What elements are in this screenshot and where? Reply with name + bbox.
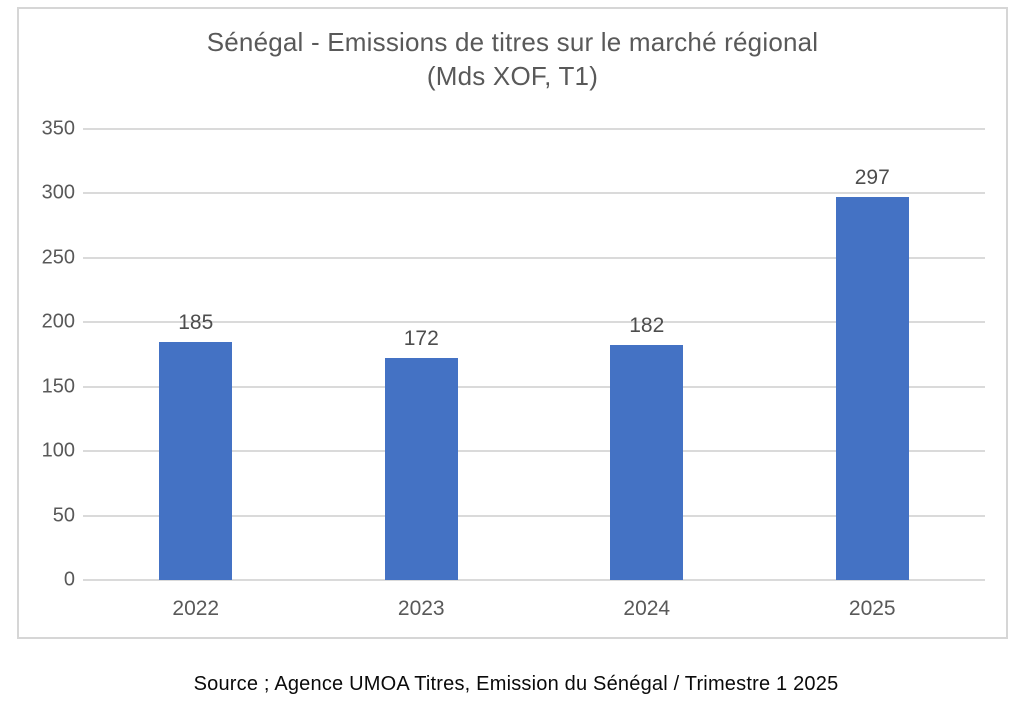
y-axis: 0 50 100 150 200 250 300 350: [19, 118, 75, 591]
y-tick-label: 0: [63, 568, 75, 591]
chart-frame: Sénégal - Emissions de titres sur le mar…: [17, 7, 1008, 639]
bar: [610, 345, 684, 580]
x-tick-label: 2025: [848, 597, 896, 620]
gridline: [83, 128, 985, 130]
source-caption: Source ; Agence UMOA Titres, Emission du…: [193, 673, 839, 695]
chart-title-line2: (Mds XOF, T1): [426, 61, 599, 91]
x-axis: 2022 2023 2024 2025: [83, 597, 985, 621]
bar-group-2022: 185: [83, 129, 309, 580]
chart-title-line1: Sénégal - Emissions de titres sur le mar…: [206, 27, 819, 57]
plot-area: 185 172 182 297: [83, 128, 985, 581]
bars-row: 185 172 182 297: [83, 129, 985, 580]
bar-data-label: 182: [629, 314, 665, 338]
gridline: [83, 256, 985, 259]
gridline: [83, 514, 985, 517]
x-tick-label: 2022: [172, 597, 220, 620]
x-tick-label: 2023: [397, 597, 445, 620]
gridline: [83, 192, 985, 195]
bar-data-label: 172: [403, 327, 439, 351]
bar-data-label: 185: [178, 310, 214, 334]
y-tick-label: 150: [41, 375, 75, 398]
gridline: [83, 450, 985, 453]
bar: [384, 358, 458, 580]
gridline: [83, 579, 985, 581]
y-tick-label: 50: [52, 504, 75, 527]
y-tick-label: 200: [41, 310, 75, 333]
x-tick-label: 2024: [623, 597, 671, 620]
y-tick-label: 100: [41, 439, 75, 462]
gridline: [83, 321, 985, 324]
gridline: [83, 385, 985, 388]
bar-group-2023: 172: [309, 129, 535, 580]
chart-title: Sénégal - Emissions de titres sur le mar…: [19, 25, 1006, 93]
y-tick-label: 250: [41, 246, 75, 269]
y-tick-label: 350: [41, 117, 75, 140]
bar-group-2025: 297: [760, 129, 986, 580]
y-tick-label: 300: [41, 181, 75, 204]
bar-group-2024: 182: [534, 129, 760, 580]
bar: [159, 341, 233, 580]
bar: [835, 197, 909, 580]
bar-data-label: 297: [854, 166, 890, 190]
